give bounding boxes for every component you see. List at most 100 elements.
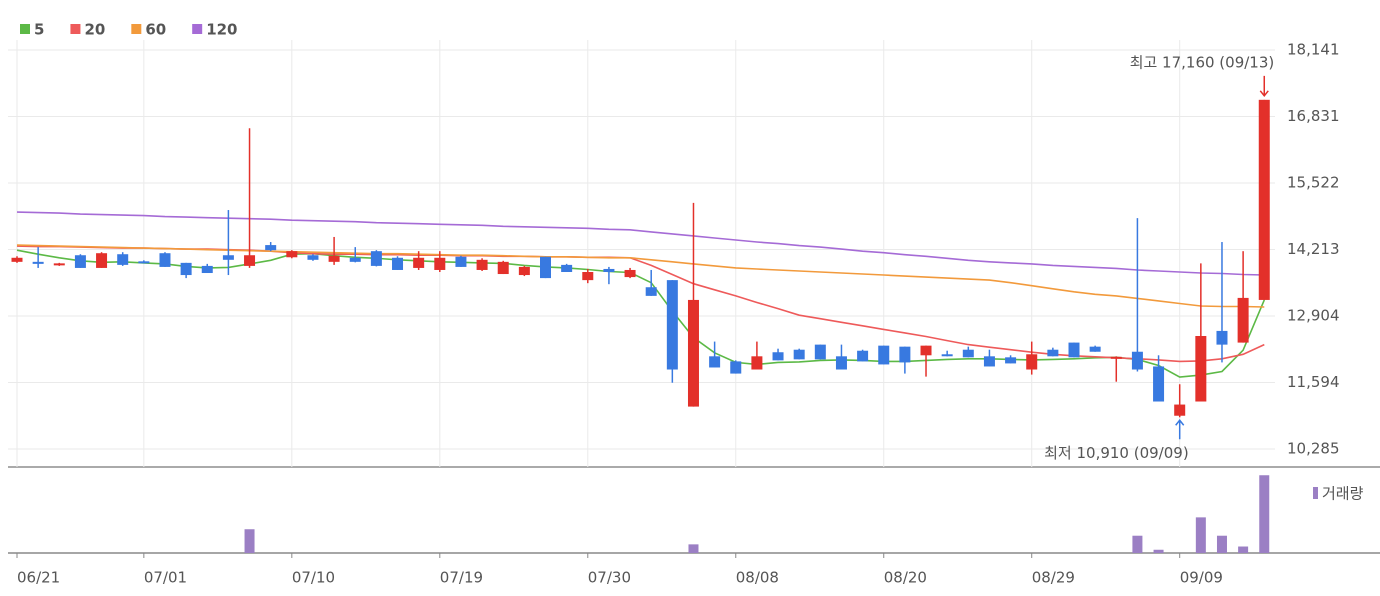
legend-swatch bbox=[192, 24, 203, 34]
candle-body bbox=[920, 345, 932, 356]
volume-bar bbox=[688, 544, 699, 553]
legend-label: 120 bbox=[206, 21, 237, 39]
volume-bar bbox=[1195, 517, 1206, 553]
candle-body bbox=[455, 256, 467, 267]
candle-body bbox=[307, 255, 319, 260]
legend-label: 60 bbox=[145, 21, 166, 39]
candle-body bbox=[666, 280, 678, 370]
candle-body bbox=[222, 255, 234, 260]
candle-body bbox=[1237, 297, 1249, 343]
candle-body bbox=[434, 257, 446, 270]
candle-body bbox=[286, 251, 298, 258]
x-tick-label: 08/29 bbox=[1032, 569, 1075, 587]
candle-body bbox=[244, 255, 256, 266]
candle-body bbox=[878, 345, 890, 365]
high-arrow bbox=[1259, 75, 1269, 98]
candle-body bbox=[392, 257, 404, 270]
candle-body bbox=[117, 254, 129, 265]
y-tick-label: 10,285 bbox=[1287, 440, 1340, 458]
candle-body bbox=[687, 299, 699, 407]
candle-body bbox=[1195, 335, 1207, 402]
candle-body bbox=[624, 269, 636, 278]
moving-average-line bbox=[16, 249, 1266, 378]
volume-bar bbox=[1259, 475, 1270, 553]
candle-body bbox=[370, 251, 382, 266]
candle-body bbox=[709, 356, 721, 368]
x-tick-label: 07/01 bbox=[144, 569, 187, 587]
y-tick-label: 15,522 bbox=[1287, 174, 1340, 192]
high-annotation: 최고 17,160 (09/13) bbox=[1130, 53, 1275, 71]
moving-average-line bbox=[16, 211, 1265, 276]
volume-legend-swatch bbox=[1313, 487, 1318, 499]
volume-bar bbox=[1132, 535, 1143, 553]
candle-body bbox=[265, 245, 277, 251]
candle-body bbox=[159, 253, 171, 267]
candle-body bbox=[1110, 356, 1122, 359]
y-tick-label: 18,141 bbox=[1287, 41, 1340, 59]
low-arrow bbox=[1175, 419, 1185, 440]
candle-body bbox=[751, 356, 763, 370]
candle-body bbox=[32, 261, 44, 264]
legend-label: 5 bbox=[34, 21, 44, 39]
candle-body bbox=[138, 261, 150, 264]
candle-body bbox=[1005, 357, 1017, 364]
legend-swatch bbox=[131, 24, 142, 34]
x-tick-label: 07/19 bbox=[440, 569, 483, 587]
y-tick-label: 14,213 bbox=[1287, 240, 1340, 258]
candle-body bbox=[835, 356, 847, 370]
volume-legend-label: 거래량 bbox=[1322, 485, 1364, 503]
moving-average-line bbox=[16, 244, 1265, 308]
candle-body bbox=[1068, 342, 1080, 358]
candle-body bbox=[1131, 351, 1143, 370]
candle-body bbox=[582, 271, 594, 281]
candle-body bbox=[962, 349, 974, 358]
candle-body bbox=[11, 257, 23, 262]
candle-body bbox=[1174, 404, 1186, 416]
candle-body bbox=[349, 257, 361, 262]
candle-body bbox=[857, 350, 869, 362]
candle-body bbox=[1047, 349, 1059, 357]
candle-body bbox=[941, 354, 953, 357]
candle-body bbox=[53, 263, 65, 266]
legend-swatch bbox=[20, 24, 30, 34]
y-tick-label: 16,831 bbox=[1287, 107, 1340, 125]
candle-body bbox=[328, 255, 340, 262]
volume-bar bbox=[244, 529, 255, 553]
y-tick-label: 11,594 bbox=[1287, 373, 1340, 391]
candle-body bbox=[201, 265, 213, 274]
candle-body bbox=[497, 261, 509, 275]
candle-body bbox=[899, 346, 911, 363]
x-tick-label: 07/30 bbox=[588, 569, 631, 587]
legend-label: 20 bbox=[84, 21, 105, 39]
candle-body bbox=[1153, 366, 1165, 402]
x-tick-label: 09/09 bbox=[1180, 569, 1223, 587]
candle-body bbox=[1026, 354, 1038, 370]
low-annotation: 최저 10,910 (09/09) bbox=[1044, 444, 1189, 462]
candle-body bbox=[561, 264, 573, 272]
candle-body bbox=[983, 356, 995, 367]
x-tick-label: 06/21 bbox=[17, 569, 60, 587]
candle-body bbox=[96, 253, 108, 268]
volume-bar bbox=[1238, 546, 1249, 553]
candle-body bbox=[413, 257, 425, 268]
candle-body bbox=[180, 262, 192, 276]
candle-body bbox=[603, 268, 615, 272]
x-tick-label: 08/08 bbox=[736, 569, 779, 587]
candle-body bbox=[518, 266, 530, 276]
candle-body bbox=[793, 349, 805, 360]
x-tick-label: 08/20 bbox=[884, 569, 927, 587]
candle-body bbox=[1089, 346, 1101, 352]
volume-bar bbox=[1153, 549, 1164, 553]
volume-bar bbox=[1216, 535, 1227, 553]
y-tick-label: 12,904 bbox=[1287, 306, 1340, 324]
candle-body bbox=[814, 344, 826, 360]
candle-body bbox=[74, 255, 86, 268]
candle-body bbox=[730, 361, 742, 374]
candle-body bbox=[1216, 330, 1228, 345]
candle-body bbox=[540, 256, 551, 279]
candle-body bbox=[1258, 99, 1270, 300]
candle-body bbox=[645, 287, 657, 296]
x-tick-label: 07/10 bbox=[292, 569, 335, 587]
